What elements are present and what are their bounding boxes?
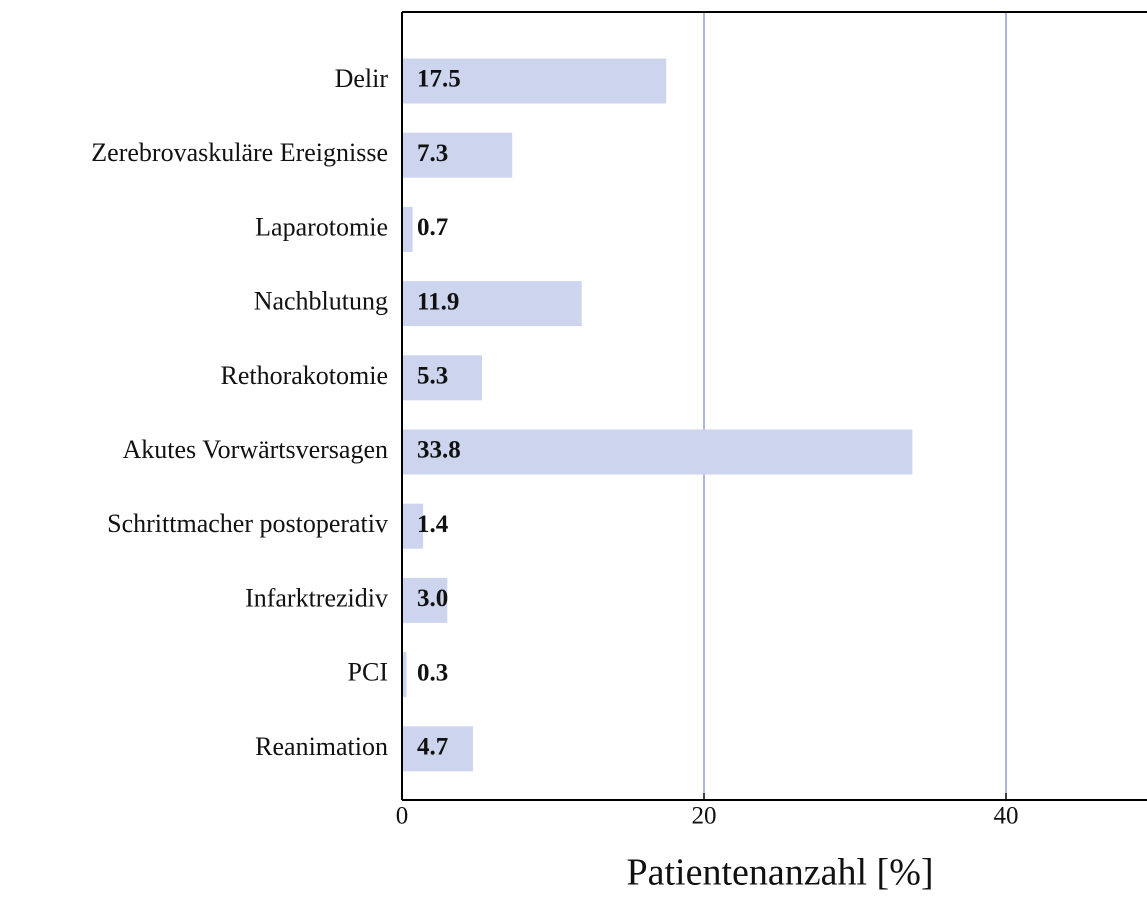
category-label: Nachblutung [254, 287, 388, 316]
x-tick-label: 40 [994, 803, 1019, 830]
category-label: Schrittmacher postoperativ [107, 509, 388, 538]
value-label: 3.0 [417, 585, 448, 612]
category-label: Infarktrezidiv [245, 583, 388, 612]
bar [402, 281, 582, 327]
bar [402, 726, 473, 772]
x-tick-label: 20 [692, 803, 717, 830]
bar [402, 503, 424, 549]
bar [402, 355, 483, 401]
bar [402, 132, 513, 178]
value-label: 0.3 [417, 659, 448, 686]
category-label: Delir [335, 64, 389, 93]
value-label: 1.4 [417, 511, 449, 538]
category-label: Laparotomie [255, 212, 388, 241]
category-label: PCI [348, 658, 388, 687]
category-label: Rethorakotomie [220, 361, 388, 390]
value-label: 0.7 [417, 214, 448, 241]
value-label: 4.7 [417, 734, 448, 761]
value-label: 33.8 [417, 437, 461, 464]
value-label: 5.3 [417, 363, 448, 390]
bar [402, 652, 407, 698]
value-label: 11.9 [417, 288, 459, 315]
bar [402, 577, 448, 623]
bar [402, 429, 913, 475]
x-tick-label: 0 [396, 803, 409, 830]
bar [402, 58, 667, 104]
category-label: Akutes Vorwärtsversagen [123, 435, 388, 464]
x-axis-label: Patientenanzahl [%] [626, 852, 933, 894]
category-label: Reanimation [255, 732, 388, 761]
bar [402, 206, 413, 252]
value-label: 17.5 [417, 66, 461, 93]
value-label: 7.3 [417, 140, 448, 167]
category-label: Zerebrovaskuläre Ereignisse [91, 138, 388, 167]
